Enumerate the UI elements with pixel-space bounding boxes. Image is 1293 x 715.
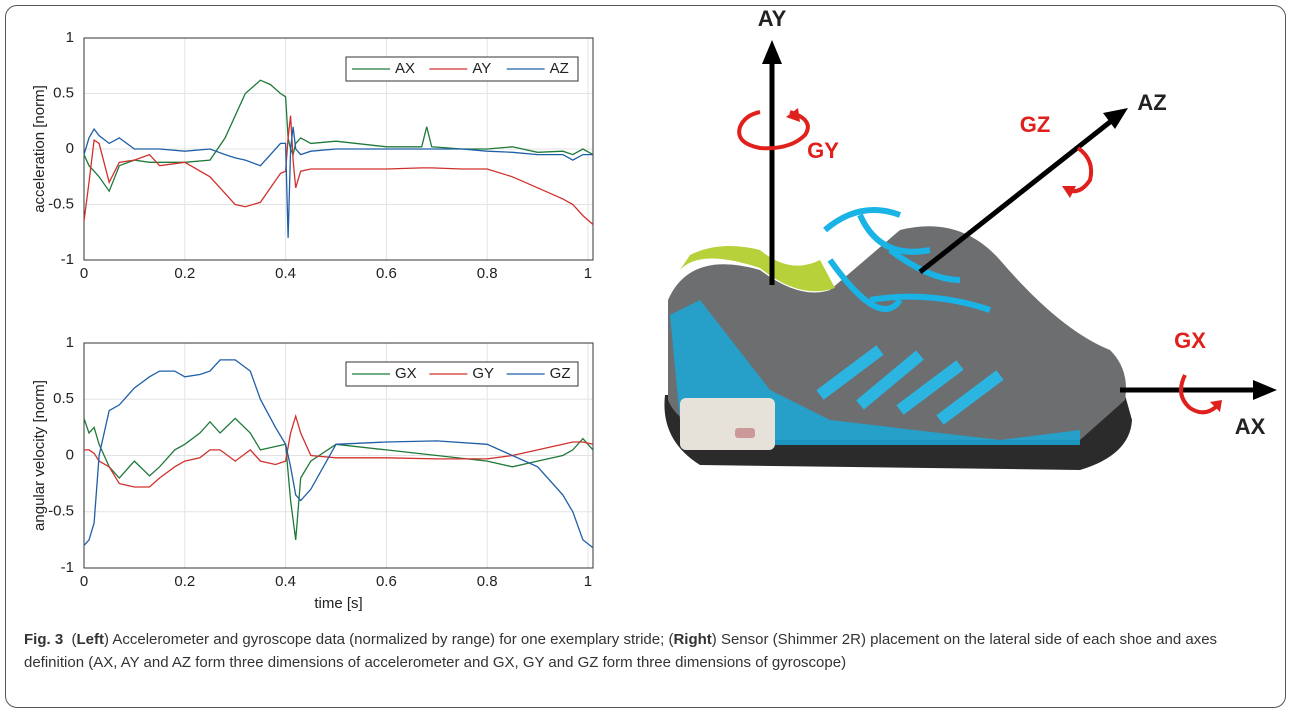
x-tick-label: 0.4: [275, 573, 296, 590]
y-tick-label: 0.5: [53, 84, 74, 101]
caption: Fig. 3 (Left) Accelerometer and gyroscop…: [24, 628, 1264, 674]
y-axis-label: acceleration [norm]: [31, 85, 48, 213]
y-tick-label: -0.5: [48, 195, 74, 212]
x-tick-label: 1: [584, 573, 592, 590]
x-tick-label: 0.6: [376, 265, 397, 282]
axis-label-ax: AX: [1235, 414, 1266, 439]
axis-label-gz: GZ: [1020, 112, 1051, 137]
page: AY AZ AX GY GZ GX -1 -0.5 0 0.5 1 0 0.2 0.4 0.6 0…: [0, 0, 1293, 715]
legend-label: GZ: [550, 365, 571, 382]
y-tick-label: 1: [66, 29, 74, 46]
caption-text: ) Accelerometer and gyroscope data (norm…: [104, 631, 673, 648]
y-tick-label: 1: [66, 334, 74, 351]
legend-label: GY: [472, 365, 494, 382]
axis-label-gy: GY: [807, 138, 839, 163]
x-tick-label: 0.8: [477, 573, 498, 590]
shoe: [664, 210, 1132, 470]
legend-label: AX: [395, 60, 415, 77]
x-tick-label: 0: [80, 265, 88, 282]
y-tick-label: -1: [61, 559, 74, 576]
axis-label-az: AZ: [1137, 90, 1166, 115]
x-tick-label: 1: [584, 265, 592, 282]
y-tick-label: -0.5: [48, 503, 74, 520]
y-tick-label: -1: [61, 251, 74, 268]
axis-label-ay: AY: [758, 6, 787, 31]
x-tick-label: 0.2: [174, 265, 195, 282]
x-tick-label: 0.4: [275, 265, 296, 282]
y-axis-label: angular velocity [norm]: [31, 380, 48, 531]
legend-label: AZ: [550, 60, 569, 77]
caption-text: Left: [77, 631, 105, 648]
x-tick-label: 0: [80, 573, 88, 590]
y-tick-label: 0: [66, 446, 74, 463]
caption-label: Fig. 3: [24, 631, 63, 648]
figure: AY AZ AX GY GZ GX -1 -0.5 0 0.5 1 0 0.2 0.4 0.6 0…: [0, 0, 1293, 715]
legend-label: AY: [472, 60, 491, 77]
axis-label-gx: GX: [1174, 328, 1206, 353]
x-tick-label: 0.2: [174, 573, 195, 590]
x-axis-label: time [s]: [314, 595, 362, 612]
caption-text: Right: [673, 631, 711, 648]
legend-label: GX: [395, 365, 417, 382]
x-tick-label: 0.6: [376, 573, 397, 590]
y-tick-label: 0: [66, 140, 74, 157]
y-tick-label: 0.5: [53, 390, 74, 407]
x-tick-label: 0.8: [477, 265, 498, 282]
